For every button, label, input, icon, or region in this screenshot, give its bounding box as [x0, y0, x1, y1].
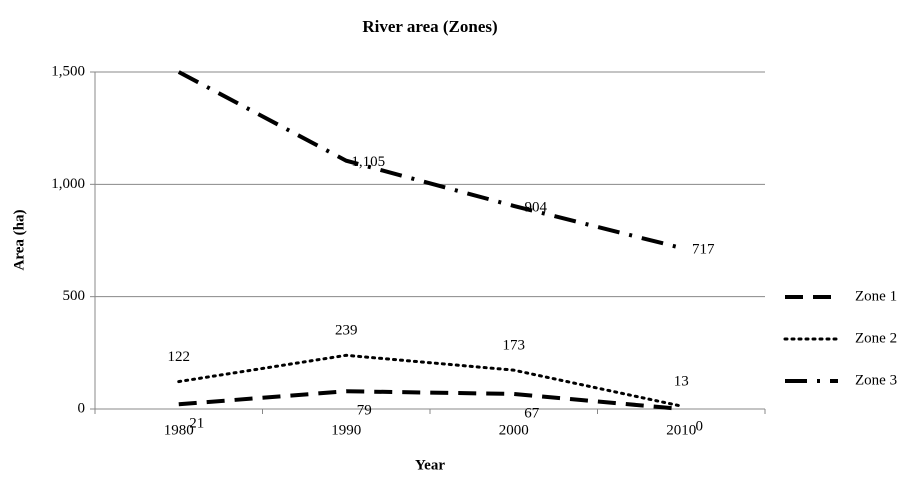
- x-tick-label: 2000: [499, 422, 529, 438]
- x-tick-label: 1990: [331, 422, 361, 438]
- y-axis-label: Area (ha): [11, 210, 27, 271]
- y-tick-label: 500: [63, 288, 86, 304]
- x-tick-label: 1980: [164, 422, 194, 438]
- series-line: [177, 70, 682, 250]
- data-label: 717: [692, 241, 715, 257]
- data-label: 21: [189, 416, 204, 432]
- data-label: 67: [524, 405, 540, 421]
- y-tick-label: 1,500: [51, 63, 85, 79]
- data-label: 13: [674, 374, 689, 390]
- legend-label: Zone 3: [855, 372, 897, 388]
- x-axis-label: Year: [415, 457, 445, 473]
- legend-label: Zone 2: [855, 330, 897, 346]
- data-label: 79: [357, 403, 372, 419]
- data-label: 239: [335, 323, 358, 339]
- data-label: 1,105: [351, 154, 385, 170]
- chart-title: River area (Zones): [362, 17, 497, 36]
- data-label: 0: [696, 418, 704, 434]
- series-line: [178, 389, 682, 411]
- data-label: 173: [503, 338, 526, 354]
- y-tick-label: 1,000: [51, 176, 85, 192]
- y-tick-label: 0: [78, 400, 86, 416]
- data-label: 122: [168, 349, 191, 365]
- data-label: 904: [525, 199, 548, 215]
- x-tick-label: 2010: [666, 422, 696, 438]
- series-line: [177, 353, 683, 408]
- legend-label: Zone 1: [855, 288, 897, 304]
